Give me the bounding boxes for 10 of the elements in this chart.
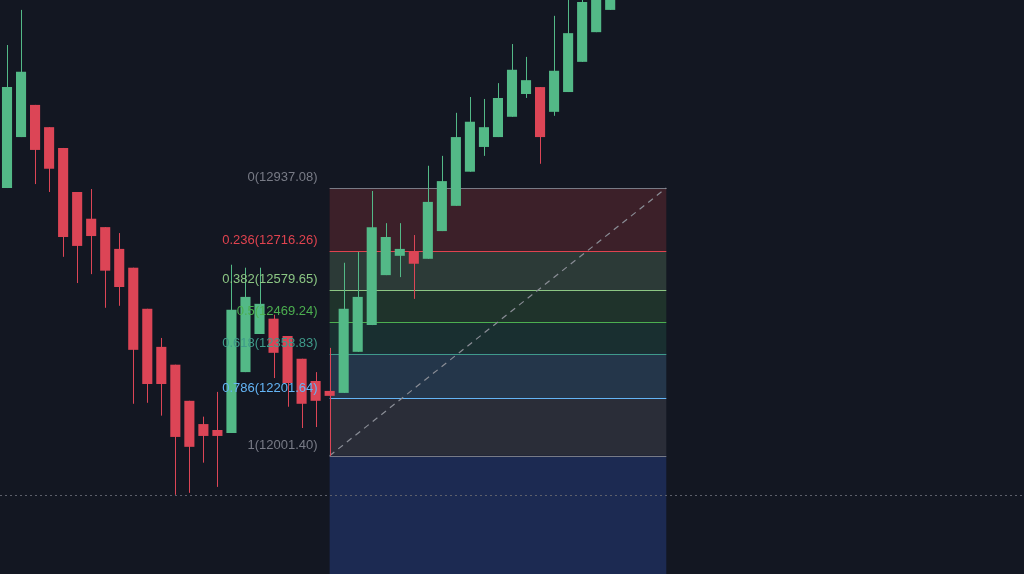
candlestick: [324, 347, 335, 457]
candlestick: [212, 391, 223, 488]
annotation: 0(12937.08): [247, 169, 318, 185]
annotation: 1(12001.40): [247, 436, 318, 452]
candlestick: [478, 98, 489, 157]
candlestick: [520, 56, 532, 99]
annotation: 0.236(12716.26): [222, 232, 318, 248]
candlestick: [86, 188, 97, 275]
candlestick: [394, 222, 405, 278]
candlestick: [198, 416, 209, 464]
